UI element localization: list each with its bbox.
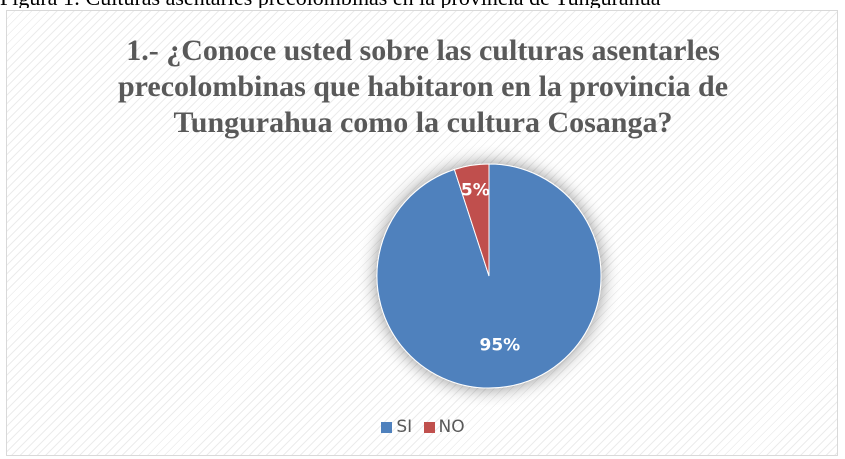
legend-item-si: SI [381, 417, 412, 437]
data-label-no: 5% [461, 181, 490, 201]
chart-area: 1.- ¿Conoce usted sobre las culturas ase… [6, 10, 838, 456]
chart-title: 1.- ¿Conoce usted sobre las culturas ase… [7, 33, 839, 141]
legend-swatch-no [423, 421, 435, 433]
data-label-si: 95% [480, 336, 521, 356]
chart-title-line-1: 1.- ¿Conoce usted sobre las culturas ase… [126, 34, 720, 67]
pie-chart: 95% 5% [376, 163, 602, 389]
chart-title-line-3: Tungurahua como la cultura Cosanga? [173, 106, 673, 139]
legend-label-si: SI [396, 417, 413, 437]
pie-slice-no [453, 163, 490, 277]
legend: SI NO [7, 417, 839, 438]
legend-label-no: NO [438, 417, 465, 437]
legend-swatch-si [381, 421, 393, 433]
legend-item-no: NO [423, 417, 465, 437]
figure-caption: Figura 1: Culturas asentarles precolombi… [0, 0, 845, 8]
chart-title-line-2: precolombinas que habitaron en la provin… [117, 70, 729, 103]
